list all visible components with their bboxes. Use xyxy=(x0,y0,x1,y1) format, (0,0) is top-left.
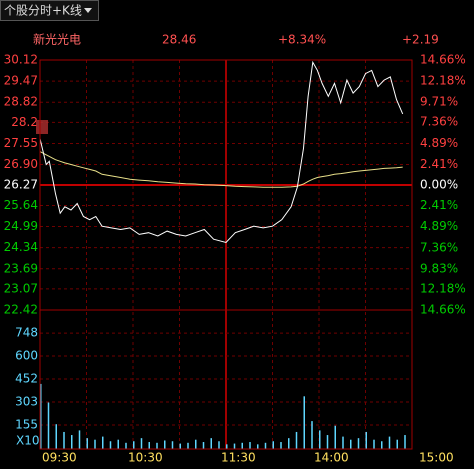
y2-tick-label: 14.66% xyxy=(420,303,466,317)
volume-bar xyxy=(156,442,158,449)
volume-bar xyxy=(218,441,220,449)
volume-bar xyxy=(311,421,313,449)
vol-unit: X10 xyxy=(16,434,40,448)
y-tick-label: 30.12 xyxy=(4,53,38,67)
y2-tick-label: 4.89% xyxy=(420,136,458,150)
volume-bar xyxy=(55,424,57,449)
volume-bar xyxy=(233,443,236,449)
volume-bar xyxy=(125,442,127,449)
volume-bar xyxy=(303,396,305,449)
volume-bar xyxy=(148,442,150,449)
y2-tick-label: 0.00% xyxy=(420,178,458,192)
toolbar-label[interactable]: 个股分时+K线 xyxy=(4,4,82,18)
stat: +2.19 xyxy=(402,33,439,47)
stock-name: 新光光电 xyxy=(33,32,81,47)
x-tick-label: 09:30 xyxy=(42,451,77,465)
plot-border xyxy=(39,59,413,450)
volume-bar xyxy=(187,442,189,449)
volume-bar xyxy=(272,441,274,449)
y2-tick-label: 12.18% xyxy=(420,74,466,88)
y-tick-label: 26.27 xyxy=(4,178,38,192)
stat: 28.46 xyxy=(162,33,196,47)
y2-tick-label: 7.36% xyxy=(420,115,458,129)
vol-tick-label: 600 xyxy=(15,349,38,363)
volume-bar xyxy=(63,431,65,449)
volume-bar xyxy=(94,439,96,449)
y2-tick-label: 14.66% xyxy=(420,53,466,67)
volume-bar xyxy=(334,425,336,449)
volume-bar xyxy=(319,430,321,449)
volume-bar xyxy=(47,402,50,449)
y2-tick-label: 4.89% xyxy=(420,219,458,233)
y-tick-label: 23.69 xyxy=(4,261,38,275)
volume-bar xyxy=(202,442,205,449)
y-tick-label: 23.07 xyxy=(4,281,38,295)
volume-bar xyxy=(295,431,298,449)
volume-bar xyxy=(264,442,267,449)
x-tick-label: 11:30 xyxy=(221,451,256,465)
y2-tick-label: 12.18% xyxy=(420,281,466,295)
volume-bar xyxy=(210,438,212,449)
volume-bar xyxy=(195,439,197,449)
volume-bar xyxy=(179,443,181,449)
volume-bar xyxy=(40,383,42,449)
y2-tick-label: 9.83% xyxy=(420,261,458,275)
volume-bar xyxy=(388,436,391,449)
volume-bar xyxy=(78,430,81,449)
volume-bar xyxy=(288,438,290,449)
y-tick-label: 24.99 xyxy=(4,219,38,233)
volume-bar xyxy=(342,436,344,449)
volume-bar xyxy=(249,442,251,449)
vol-tick-label: 748 xyxy=(15,326,38,340)
volume-bar xyxy=(257,444,259,449)
y-tick-label: 28.2 xyxy=(11,115,38,129)
volume-bar xyxy=(164,440,166,449)
x-tick-label: 10:30 xyxy=(128,451,163,465)
volume-bar xyxy=(71,435,73,449)
volume-bar xyxy=(140,438,143,449)
volume-bar xyxy=(396,439,398,449)
volume-bar xyxy=(109,441,112,449)
vol-tick-label: 303 xyxy=(15,395,38,409)
vol-tick-label: 155 xyxy=(15,417,38,431)
volume-bar xyxy=(133,441,135,449)
toolbar-box[interactable] xyxy=(0,0,99,21)
price-line xyxy=(39,151,403,188)
y2-tick-label: 2.41% xyxy=(420,157,458,171)
volume-bar xyxy=(365,431,367,449)
dropdown-arrow[interactable] xyxy=(84,8,92,13)
stat: +8.34% xyxy=(278,33,326,47)
y-tick-label: 27.55 xyxy=(4,136,38,150)
y-tick-label: 29.47 xyxy=(4,74,38,88)
volume-bar xyxy=(86,438,88,449)
volume-bar xyxy=(117,439,119,449)
y-tick-label: 24.34 xyxy=(4,240,38,254)
y2-tick-label: 2.41% xyxy=(420,198,458,212)
volume-bar xyxy=(280,442,282,449)
volume-bar xyxy=(381,441,383,449)
x-tick-label: 14:00 xyxy=(314,451,349,465)
volume-bar xyxy=(404,435,406,449)
volume-bar xyxy=(326,435,329,449)
volume-bar xyxy=(102,436,104,449)
volume-bar xyxy=(373,439,375,449)
y-tick-label: 26.90 xyxy=(4,157,38,171)
y-tick-label: 25.64 xyxy=(4,198,38,212)
volume-bar xyxy=(350,439,352,449)
volume-bar xyxy=(357,438,360,449)
vol-tick-label: 452 xyxy=(15,371,38,385)
marker xyxy=(36,120,48,134)
volume-bar xyxy=(226,444,228,449)
volume-bar xyxy=(241,442,243,449)
y2-tick-label: 7.36% xyxy=(420,240,458,254)
y-tick-label: 28.82 xyxy=(4,95,38,109)
x-tick-label: 15:00 xyxy=(419,451,454,465)
y2-tick-label: 9.71% xyxy=(420,95,458,109)
y-tick-label: 22.42 xyxy=(4,303,38,317)
volume-bar xyxy=(171,441,174,449)
price-line xyxy=(39,60,404,244)
